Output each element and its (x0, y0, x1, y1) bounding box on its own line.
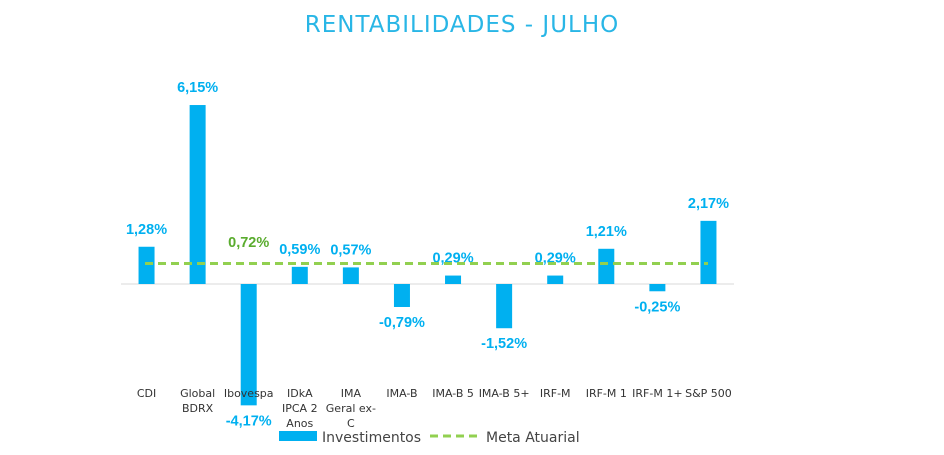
value-label-5: -0,79% (379, 315, 425, 331)
bar-2 (240, 284, 257, 406)
value-label-2: -4,17% (226, 413, 272, 429)
value-label-10: -0,25% (634, 299, 680, 315)
bar-3 (291, 266, 308, 284)
category-label-0: CDI (137, 387, 156, 400)
category-label-5: IMA-B (386, 387, 417, 400)
value-label-7: -1,52% (481, 336, 527, 352)
value-label-11: 2,17% (688, 196, 729, 212)
chart-title: RENTABILIDADES - JULHO (304, 12, 620, 38)
legend: Investimentos Meta Atuarial (279, 430, 580, 446)
bar-7 (496, 284, 513, 329)
value-label-1: 6,15% (177, 80, 218, 96)
category-label-7: IMA-B 5+ (479, 387, 530, 400)
category-label-3: IDkA IPCA 2 Anos (282, 387, 318, 430)
category-label-9: IRF-M 1 (586, 387, 627, 400)
legend-label-investimentos: Investimentos (322, 430, 421, 446)
bar-8 (547, 275, 564, 284)
category-label-8: IRF-M (540, 387, 571, 400)
value-label-4: 0,57% (330, 242, 371, 258)
value-label-3: 0,59% (279, 242, 320, 258)
category-label-6: IMA-B 5 (432, 387, 474, 400)
category-label-1: Global BDRX (180, 387, 215, 415)
bar-9 (598, 248, 615, 284)
category-label-4: IMA Geral ex-C (326, 387, 376, 430)
legend-swatch-investimentos (279, 431, 317, 441)
category-label-10: IRF-M 1+ (632, 387, 682, 400)
bar-0 (138, 246, 155, 284)
category-label-2: Ibovespa (224, 387, 274, 400)
value-label-0: 1,28% (126, 222, 167, 238)
meta-atuarial-value-label: 0,72% (228, 235, 269, 251)
bar-4 (342, 267, 359, 284)
bar-1 (189, 105, 206, 284)
bar-6 (445, 275, 462, 284)
bar-10 (649, 284, 666, 292)
bar-5 (393, 284, 410, 307)
legend-label-meta-atuarial: Meta Atuarial (486, 430, 580, 446)
value-label-9: 1,21% (586, 224, 627, 240)
category-label-11: S&P 500 (685, 387, 732, 400)
bar-11 (700, 220, 717, 284)
